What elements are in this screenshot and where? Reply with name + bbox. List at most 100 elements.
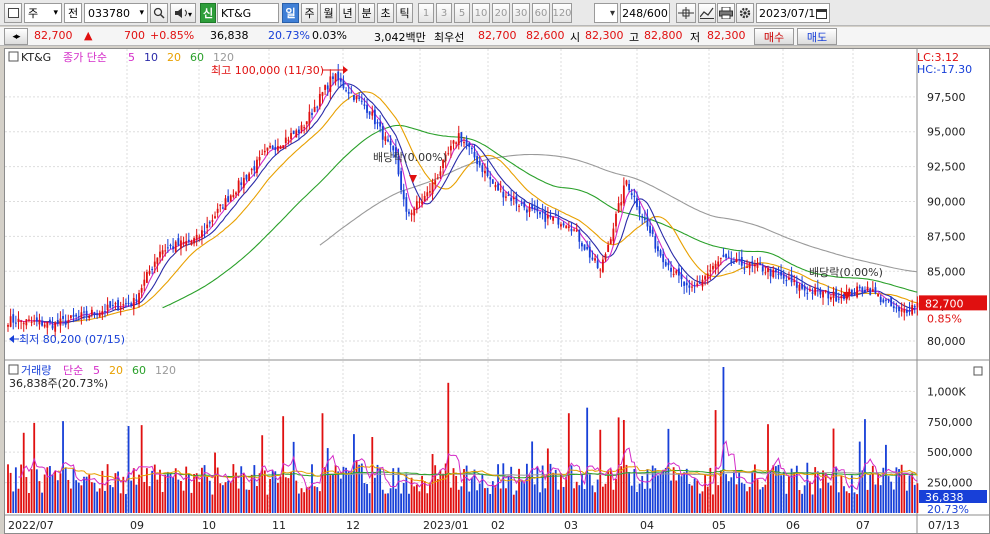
interval-button-1[interactable]: 3	[436, 3, 452, 23]
volume-bar	[177, 479, 180, 513]
candle-body	[279, 146, 282, 149]
volume-bar	[224, 482, 227, 513]
candle-body	[221, 207, 224, 209]
volume-bar	[360, 463, 363, 513]
volume-bar	[604, 483, 607, 513]
candle-body	[531, 204, 534, 209]
interval-button-3[interactable]: 10	[472, 3, 490, 23]
volume-bar	[908, 475, 911, 513]
price-change: 700	[124, 29, 145, 42]
candle-body	[693, 285, 696, 287]
low-price: 82,300	[707, 29, 746, 42]
volume-bar	[756, 479, 759, 513]
candle-body	[725, 254, 727, 258]
settings-button[interactable]	[736, 3, 754, 23]
volume-bar	[410, 477, 413, 513]
volume-bar	[468, 491, 471, 513]
candle-body	[274, 146, 277, 151]
interval-button-5[interactable]: 30	[512, 3, 530, 23]
volume-bar	[848, 493, 851, 513]
volume-bar	[122, 476, 125, 513]
period-tab-0[interactable]: 일	[282, 3, 299, 23]
chart-panel[interactable]: 97,50095,00092,50090,00087,50085,00082,5…	[4, 48, 990, 534]
candle-body	[622, 185, 625, 204]
volume-bar	[594, 492, 596, 513]
volume-bar	[733, 471, 735, 513]
period-tab-4[interactable]: 분	[358, 3, 375, 23]
candle-body	[397, 156, 400, 175]
volume-bar	[119, 493, 122, 513]
interval-button-6[interactable]: 60	[532, 3, 550, 23]
candle-body	[470, 147, 473, 150]
interval-button-7[interactable]: 120	[552, 3, 572, 23]
candle-body	[832, 291, 835, 299]
candle-body	[360, 100, 363, 102]
volume-bar	[106, 464, 109, 513]
quote-settings-button[interactable]: ◂▸	[4, 28, 28, 45]
crosshair-button[interactable]	[676, 3, 696, 23]
volume-bar	[583, 488, 586, 513]
volume-bar	[250, 474, 253, 513]
market-select[interactable]: 주 ▾	[24, 3, 62, 23]
candle-body	[649, 225, 651, 234]
period-tab-5[interactable]: 초	[377, 3, 394, 23]
chart-type-button[interactable]	[698, 3, 716, 23]
volume-bar	[297, 493, 300, 513]
candle-body	[190, 240, 193, 245]
volume-bar	[25, 477, 28, 513]
search-button[interactable]	[150, 3, 168, 23]
interval-button-4[interactable]: 20	[492, 3, 510, 23]
data-count-field[interactable]: 248/600	[620, 3, 670, 23]
price-volume-chart[interactable]: 97,50095,00092,50090,00087,50085,00082,5…	[5, 49, 989, 533]
speaker-button[interactable]: ▾	[170, 3, 196, 23]
volume-bar	[62, 421, 64, 513]
stock-code-input[interactable]: 033780 ▾	[84, 3, 148, 23]
sell-button[interactable]: 매도	[797, 28, 837, 45]
candle-body	[457, 133, 460, 146]
window-icon[interactable]	[4, 3, 22, 23]
interval-dropdown[interactable]	[594, 3, 618, 23]
volume-bar	[636, 491, 638, 513]
volume-bar	[316, 487, 319, 513]
date-value: 2023/07/13	[759, 6, 823, 20]
print-button[interactable]	[717, 3, 735, 23]
volume-bar	[30, 469, 33, 513]
scope-toggle[interactable]: 전	[64, 3, 82, 23]
volume-bar	[67, 479, 70, 513]
volume-bar	[256, 486, 258, 513]
interval-button-2[interactable]: 5	[454, 3, 470, 23]
interval-button-0[interactable]: 1	[418, 3, 434, 23]
volume-bar	[77, 482, 80, 513]
candle-body	[890, 297, 893, 307]
candle-body	[371, 111, 374, 116]
period-tab-2[interactable]: 월	[320, 3, 337, 23]
period-tab-1[interactable]: 주	[301, 3, 318, 23]
volume-bar	[913, 484, 916, 513]
buy-button[interactable]: 매수	[754, 28, 794, 45]
calendar-icon[interactable]	[816, 8, 827, 19]
candle-body	[447, 153, 450, 155]
volume-bar	[227, 480, 230, 513]
volume-bar	[54, 470, 57, 513]
period-tab-6[interactable]: 틱	[396, 3, 413, 23]
volume-bar	[371, 437, 374, 513]
price-legend-name: KT&G	[21, 51, 51, 64]
volume-bar	[148, 486, 151, 513]
high-price: 82,800	[644, 29, 683, 42]
candle-body	[122, 304, 125, 306]
candle-body	[552, 216, 555, 221]
volume-bar	[864, 419, 866, 513]
volume-bar	[643, 488, 646, 513]
volume-bar	[780, 475, 783, 513]
date-field[interactable]: 2023/07/13	[756, 3, 830, 23]
candle-body	[203, 231, 206, 233]
candle-body	[478, 161, 481, 166]
stock-name-field[interactable]: KT&G	[217, 3, 279, 23]
dropdown-icon: ▾	[53, 8, 58, 18]
period-tab-3[interactable]: 년	[339, 3, 356, 23]
volume-bar	[573, 488, 575, 513]
volume-bar	[216, 467, 219, 513]
volume-bar	[258, 473, 261, 513]
candle-body	[560, 224, 562, 227]
candle-body	[436, 177, 439, 179]
